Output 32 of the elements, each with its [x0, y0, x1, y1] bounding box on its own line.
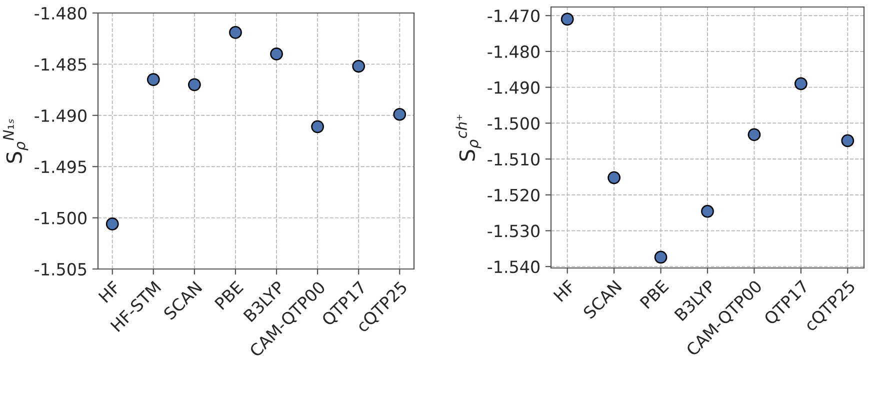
- point: [188, 78, 201, 92]
- y-tick-label: -1.470: [488, 10, 540, 22]
- point: [608, 171, 620, 184]
- point: [393, 108, 406, 121]
- y-tick-label: -1.530: [488, 224, 540, 238]
- point: [352, 60, 366, 73]
- point: [701, 204, 714, 218]
- point: [794, 77, 808, 90]
- point: [748, 128, 761, 142]
- y-tick-label: -1.510: [488, 152, 540, 166]
- y-tick-label: -1.520: [488, 188, 540, 202]
- point: [106, 218, 119, 230]
- y-tick-label: -1.490: [488, 81, 540, 94]
- x-tick-label: HF: [553, 279, 576, 302]
- y-tick-label: -1.490: [34, 109, 86, 122]
- y-tick-label: -1.500: [34, 212, 86, 224]
- y-axis-title: S$_{ρ}$$^{N₁ₛ}$: [3, 119, 28, 163]
- y-tick-label: -1.500: [488, 117, 540, 130]
- y-tick-label: -1.505: [34, 262, 86, 276]
- y-tick-label: -1.485: [34, 58, 86, 71]
- y-tick-label: -1.540: [488, 260, 540, 274]
- point: [560, 12, 574, 26]
- point: [841, 134, 854, 148]
- point: [654, 250, 668, 264]
- y-tick-label: -1.495: [34, 160, 86, 174]
- y-tick-label: -1.480: [488, 45, 540, 58]
- point: [270, 48, 283, 60]
- y-axis-title: S$_{ρ}$$^{ch⁺}$: [456, 114, 482, 161]
- point: [229, 26, 242, 39]
- y-tick-label: -1.480: [34, 6, 86, 20]
- point: [146, 73, 160, 86]
- point: [311, 120, 324, 134]
